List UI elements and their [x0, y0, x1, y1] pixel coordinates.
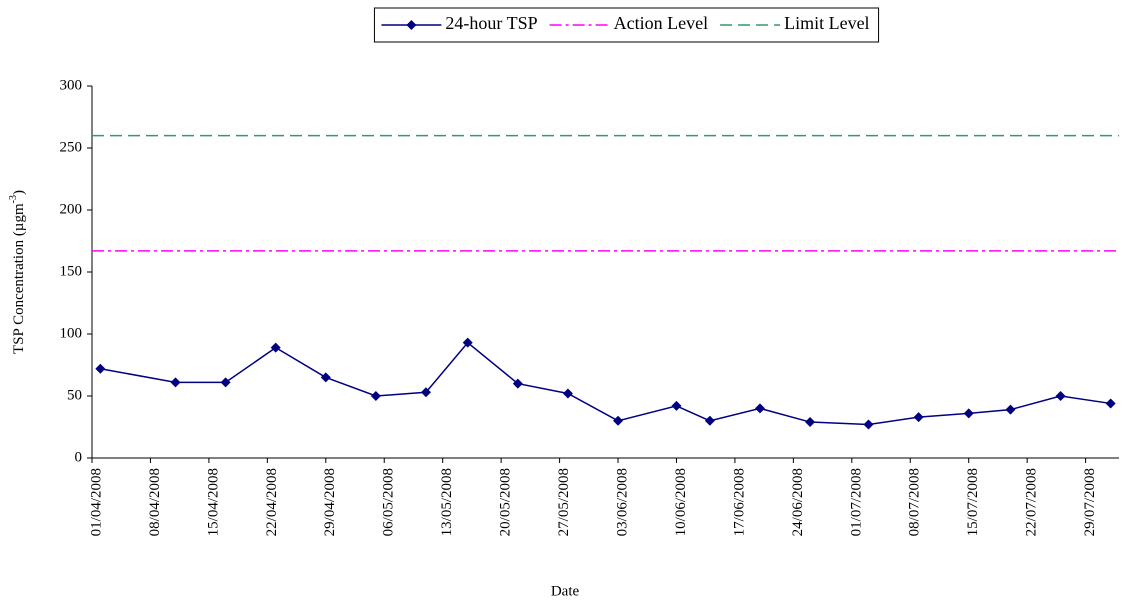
x-tick-label: 22/04/2008 — [264, 468, 280, 536]
data-point — [805, 417, 816, 428]
data-point — [863, 419, 874, 430]
y-axis-title: TSP Concentration (µgm-3) — [8, 190, 27, 354]
x-tick-label: 20/05/2008 — [498, 468, 514, 536]
x-axis-title: Date — [551, 583, 580, 599]
x-tick-label: 08/07/2008 — [907, 468, 923, 536]
data-point — [963, 408, 974, 419]
legend: 24-hour TSP Action Level Limit Level — [373, 7, 880, 43]
data-point — [1005, 404, 1016, 415]
x-tick-label: 10/06/2008 — [673, 468, 689, 536]
legend-label: 24-hour TSP — [445, 13, 537, 33]
y-tick-label: 0 — [75, 449, 83, 465]
data-point — [170, 377, 181, 388]
data-point — [95, 363, 106, 374]
data-point — [320, 372, 331, 383]
x-tick-label: 24/06/2008 — [790, 468, 806, 536]
x-tick-label: 03/06/2008 — [614, 468, 630, 536]
data-point — [1105, 398, 1116, 409]
data-point — [462, 337, 473, 348]
data-point — [613, 415, 624, 426]
data-point — [913, 412, 924, 423]
x-tick-label: 29/07/2008 — [1082, 468, 1098, 536]
legend-label: Limit Level — [784, 13, 869, 33]
data-point — [220, 377, 231, 388]
legend-box — [373, 7, 880, 43]
x-tick-label: 01/07/2008 — [848, 468, 864, 536]
data-point — [754, 403, 765, 414]
x-tick-label: 01/04/2008 — [88, 468, 104, 536]
legend-marker — [406, 20, 417, 30]
data-point — [270, 342, 281, 353]
x-tick-label: 29/04/2008 — [322, 468, 338, 536]
x-tick-label: 15/07/2008 — [965, 468, 981, 536]
x-tick-label: 06/05/2008 — [381, 468, 397, 536]
y-axis-title-text: TSP Concentration (µgm — [11, 203, 27, 354]
y-tick-label: 200 — [60, 201, 83, 217]
y-tick-label: 250 — [60, 139, 83, 155]
x-tick-label: 22/07/2008 — [1024, 468, 1040, 536]
data-point — [420, 387, 431, 398]
x-tick-label: 08/04/2008 — [147, 468, 163, 536]
x-tick-label: 15/04/2008 — [205, 468, 221, 536]
legend-label: Action Level — [614, 13, 708, 33]
data-point — [370, 391, 381, 401]
y-tick-label: 50 — [67, 387, 82, 403]
y-axis-title-sup: -3 — [8, 195, 19, 203]
y-axis-title-end: ) — [11, 190, 27, 195]
x-tick-label: 17/06/2008 — [731, 468, 747, 536]
data-point — [1055, 391, 1066, 401]
data-point — [704, 415, 715, 426]
series-line — [100, 341, 1111, 426]
x-tick-label: 27/05/2008 — [556, 468, 572, 536]
data-point — [562, 388, 573, 399]
data-point — [671, 400, 682, 411]
y-tick-label: 150 — [60, 263, 83, 279]
data-point — [512, 378, 523, 389]
x-tick-label: 13/05/2008 — [439, 468, 455, 536]
y-tick-label: 300 — [60, 77, 83, 93]
y-tick-label: 100 — [60, 325, 83, 341]
